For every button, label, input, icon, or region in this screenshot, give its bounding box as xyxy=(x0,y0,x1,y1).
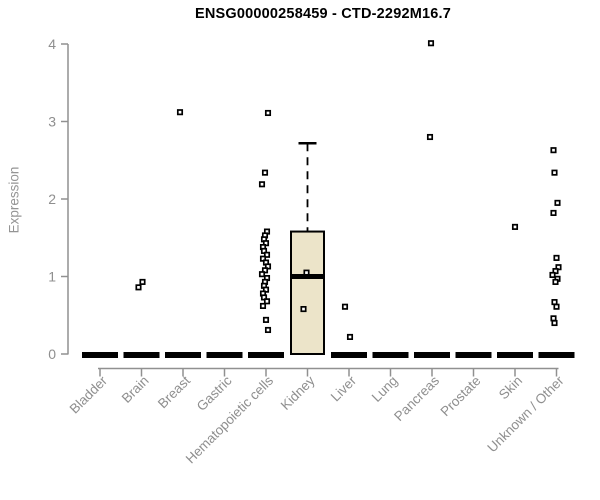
x-tick-label: Liver xyxy=(328,373,360,405)
y-tick-label: 2 xyxy=(48,191,56,207)
data-point xyxy=(341,303,349,310)
data-point xyxy=(553,303,560,310)
x-tick-label: Unknown / Other xyxy=(484,373,567,456)
data-point xyxy=(261,169,269,176)
x-tick-label: Gastric xyxy=(194,373,235,414)
zero-median-bar xyxy=(538,352,575,358)
data-point xyxy=(263,298,271,305)
data-point xyxy=(552,278,559,285)
data-point xyxy=(550,147,557,154)
data-point xyxy=(346,333,354,341)
data-point xyxy=(300,306,307,313)
zero-median-bar xyxy=(455,352,492,358)
zero-median-bar xyxy=(372,352,409,358)
data-point xyxy=(264,109,272,117)
x-tick-label: Lung xyxy=(369,373,401,405)
data-point xyxy=(303,269,310,276)
zero-median-bar xyxy=(331,352,367,358)
data-point xyxy=(551,169,558,176)
data-point xyxy=(551,319,558,327)
data-point xyxy=(135,284,142,291)
data-point xyxy=(263,251,271,258)
x-tick-label: Prostate xyxy=(437,373,483,419)
median-line xyxy=(291,274,324,279)
data-point xyxy=(426,133,434,141)
y-tick-label: 3 xyxy=(48,114,56,130)
x-tick-label: Breast xyxy=(155,373,193,411)
data-point xyxy=(553,254,560,261)
zero-median-bar xyxy=(165,352,201,358)
zero-median-bar xyxy=(82,352,118,358)
x-tick-label: Pancreas xyxy=(391,373,442,424)
zero-median-bar xyxy=(497,352,533,358)
data-point xyxy=(262,316,270,323)
data-point xyxy=(554,199,561,206)
box xyxy=(290,230,325,355)
x-tick-label: Bladder xyxy=(67,373,111,417)
data-point xyxy=(264,326,272,334)
x-tick-label: Kidney xyxy=(278,373,318,413)
data-point xyxy=(550,209,557,217)
x-tick-label: Skin xyxy=(496,373,525,402)
zero-median-bar xyxy=(414,352,450,358)
chart-title: ENSG00000258459 - CTD-2292M16.7 xyxy=(194,6,452,22)
data-point xyxy=(549,271,556,279)
data-point xyxy=(551,299,558,306)
zero-median-bar xyxy=(123,352,160,358)
zero-median-bar xyxy=(248,352,284,358)
data-point xyxy=(176,109,184,116)
data-point xyxy=(511,223,519,230)
data-point xyxy=(258,271,266,278)
x-tick-label: Brain xyxy=(119,373,152,406)
y-tick-label: 0 xyxy=(48,346,56,362)
data-point xyxy=(427,40,435,47)
data-point xyxy=(550,315,557,322)
y-tick-label: 1 xyxy=(48,269,56,285)
data-point xyxy=(259,302,267,310)
data-point xyxy=(139,278,146,285)
zero-median-bar xyxy=(206,352,243,358)
data-point xyxy=(258,181,266,188)
y-tick-label: 4 xyxy=(48,36,56,52)
